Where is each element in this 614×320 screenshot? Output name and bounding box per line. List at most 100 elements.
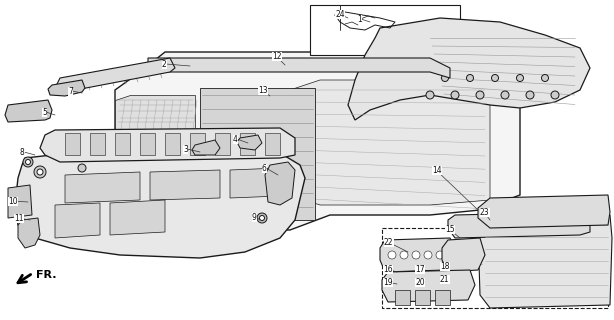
Circle shape [281,63,285,67]
Circle shape [238,62,244,68]
Circle shape [389,63,393,67]
Circle shape [173,63,177,67]
Polygon shape [478,215,612,308]
Circle shape [400,251,408,259]
Circle shape [194,62,200,68]
Polygon shape [265,162,295,205]
Circle shape [260,62,266,68]
Text: 10: 10 [8,197,18,206]
Polygon shape [65,133,80,155]
Circle shape [216,62,222,68]
Circle shape [23,157,33,167]
Polygon shape [380,238,455,272]
Text: 1: 1 [357,15,362,24]
Text: 24: 24 [335,10,344,19]
Text: 8: 8 [20,148,25,157]
Polygon shape [230,168,280,198]
Circle shape [348,62,354,68]
Circle shape [491,75,499,82]
Circle shape [257,213,267,223]
Polygon shape [348,18,590,120]
Polygon shape [90,133,105,155]
Circle shape [209,63,213,67]
Text: 19: 19 [383,278,392,287]
Circle shape [551,91,559,99]
Circle shape [447,282,455,290]
Circle shape [245,63,249,67]
Circle shape [15,209,21,215]
Polygon shape [382,228,608,308]
Circle shape [419,282,427,290]
Circle shape [326,62,332,68]
Text: 6: 6 [262,164,267,173]
Polygon shape [192,140,220,155]
Circle shape [227,63,231,67]
Circle shape [37,169,43,175]
Text: 9: 9 [252,213,257,222]
Circle shape [516,206,524,214]
Circle shape [405,282,413,290]
Text: 7: 7 [68,87,73,96]
Polygon shape [55,203,100,238]
Circle shape [516,75,524,82]
Text: 23: 23 [480,208,489,217]
Polygon shape [48,80,85,96]
Polygon shape [65,172,140,203]
Circle shape [371,63,375,67]
Circle shape [451,91,459,99]
Circle shape [542,75,548,82]
Circle shape [370,62,376,68]
Text: 20: 20 [415,278,425,287]
Text: 12: 12 [272,52,281,61]
Text: 18: 18 [440,262,449,271]
Circle shape [392,62,398,68]
Circle shape [564,206,572,214]
Text: FR.: FR. [36,270,56,280]
Polygon shape [442,238,485,272]
Text: 15: 15 [445,225,454,234]
Text: 21: 21 [440,275,449,284]
Polygon shape [415,290,430,305]
Circle shape [317,63,321,67]
Polygon shape [110,200,165,235]
Polygon shape [148,58,450,78]
Polygon shape [165,133,180,155]
Polygon shape [382,270,475,302]
Polygon shape [8,185,32,218]
Text: 4: 4 [233,135,238,144]
Circle shape [441,75,448,82]
Circle shape [191,63,195,67]
Text: 14: 14 [432,166,441,175]
Polygon shape [478,195,610,228]
Circle shape [263,63,267,67]
Circle shape [172,62,178,68]
Circle shape [299,63,303,67]
Polygon shape [310,5,460,55]
Polygon shape [190,133,205,155]
Text: 22: 22 [384,238,394,247]
Circle shape [433,282,441,290]
Circle shape [391,282,399,290]
Circle shape [424,251,432,259]
Circle shape [540,206,548,214]
Polygon shape [290,80,490,205]
Polygon shape [448,212,590,238]
Circle shape [24,109,32,117]
Circle shape [282,62,288,68]
Circle shape [426,91,434,99]
Polygon shape [200,88,315,220]
Text: 17: 17 [415,265,425,274]
Circle shape [492,206,500,214]
Polygon shape [395,290,410,305]
Polygon shape [237,135,262,150]
Text: 3: 3 [183,145,188,154]
Polygon shape [5,100,52,122]
Circle shape [388,251,396,259]
Circle shape [425,63,429,67]
Polygon shape [55,58,175,92]
Circle shape [436,251,444,259]
Polygon shape [140,133,155,155]
Circle shape [14,196,22,204]
Circle shape [304,62,310,68]
Circle shape [26,159,31,164]
